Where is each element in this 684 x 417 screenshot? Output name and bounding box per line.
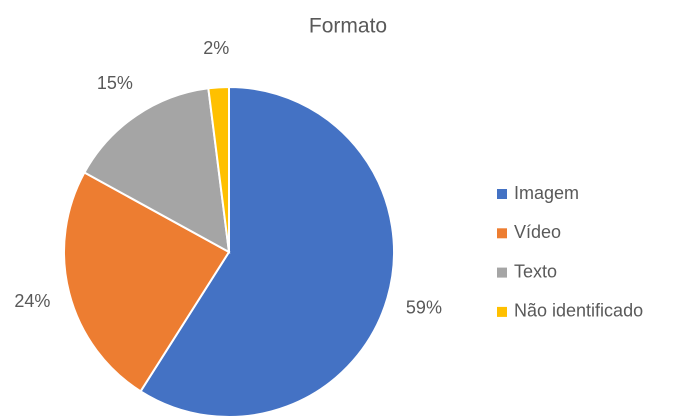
data-label: 24% bbox=[14, 291, 50, 311]
legend-swatch bbox=[497, 306, 507, 317]
legend-label: Vídeo bbox=[514, 222, 561, 242]
data-label: 15% bbox=[97, 73, 133, 93]
legend-swatch bbox=[497, 189, 507, 199]
pie-slice bbox=[63, 171, 231, 393]
legend-swatch bbox=[497, 267, 507, 278]
pie-slice bbox=[207, 85, 230, 253]
legend-label: Texto bbox=[514, 261, 557, 281]
legend-swatch bbox=[497, 228, 507, 239]
legend-label: Não identificado bbox=[514, 301, 643, 321]
pie-slice bbox=[83, 87, 231, 254]
data-label: 59% bbox=[406, 297, 442, 317]
legend-label: Imagem bbox=[514, 183, 579, 203]
chart-title: Formato bbox=[309, 15, 387, 38]
data-label: 2% bbox=[203, 38, 229, 58]
